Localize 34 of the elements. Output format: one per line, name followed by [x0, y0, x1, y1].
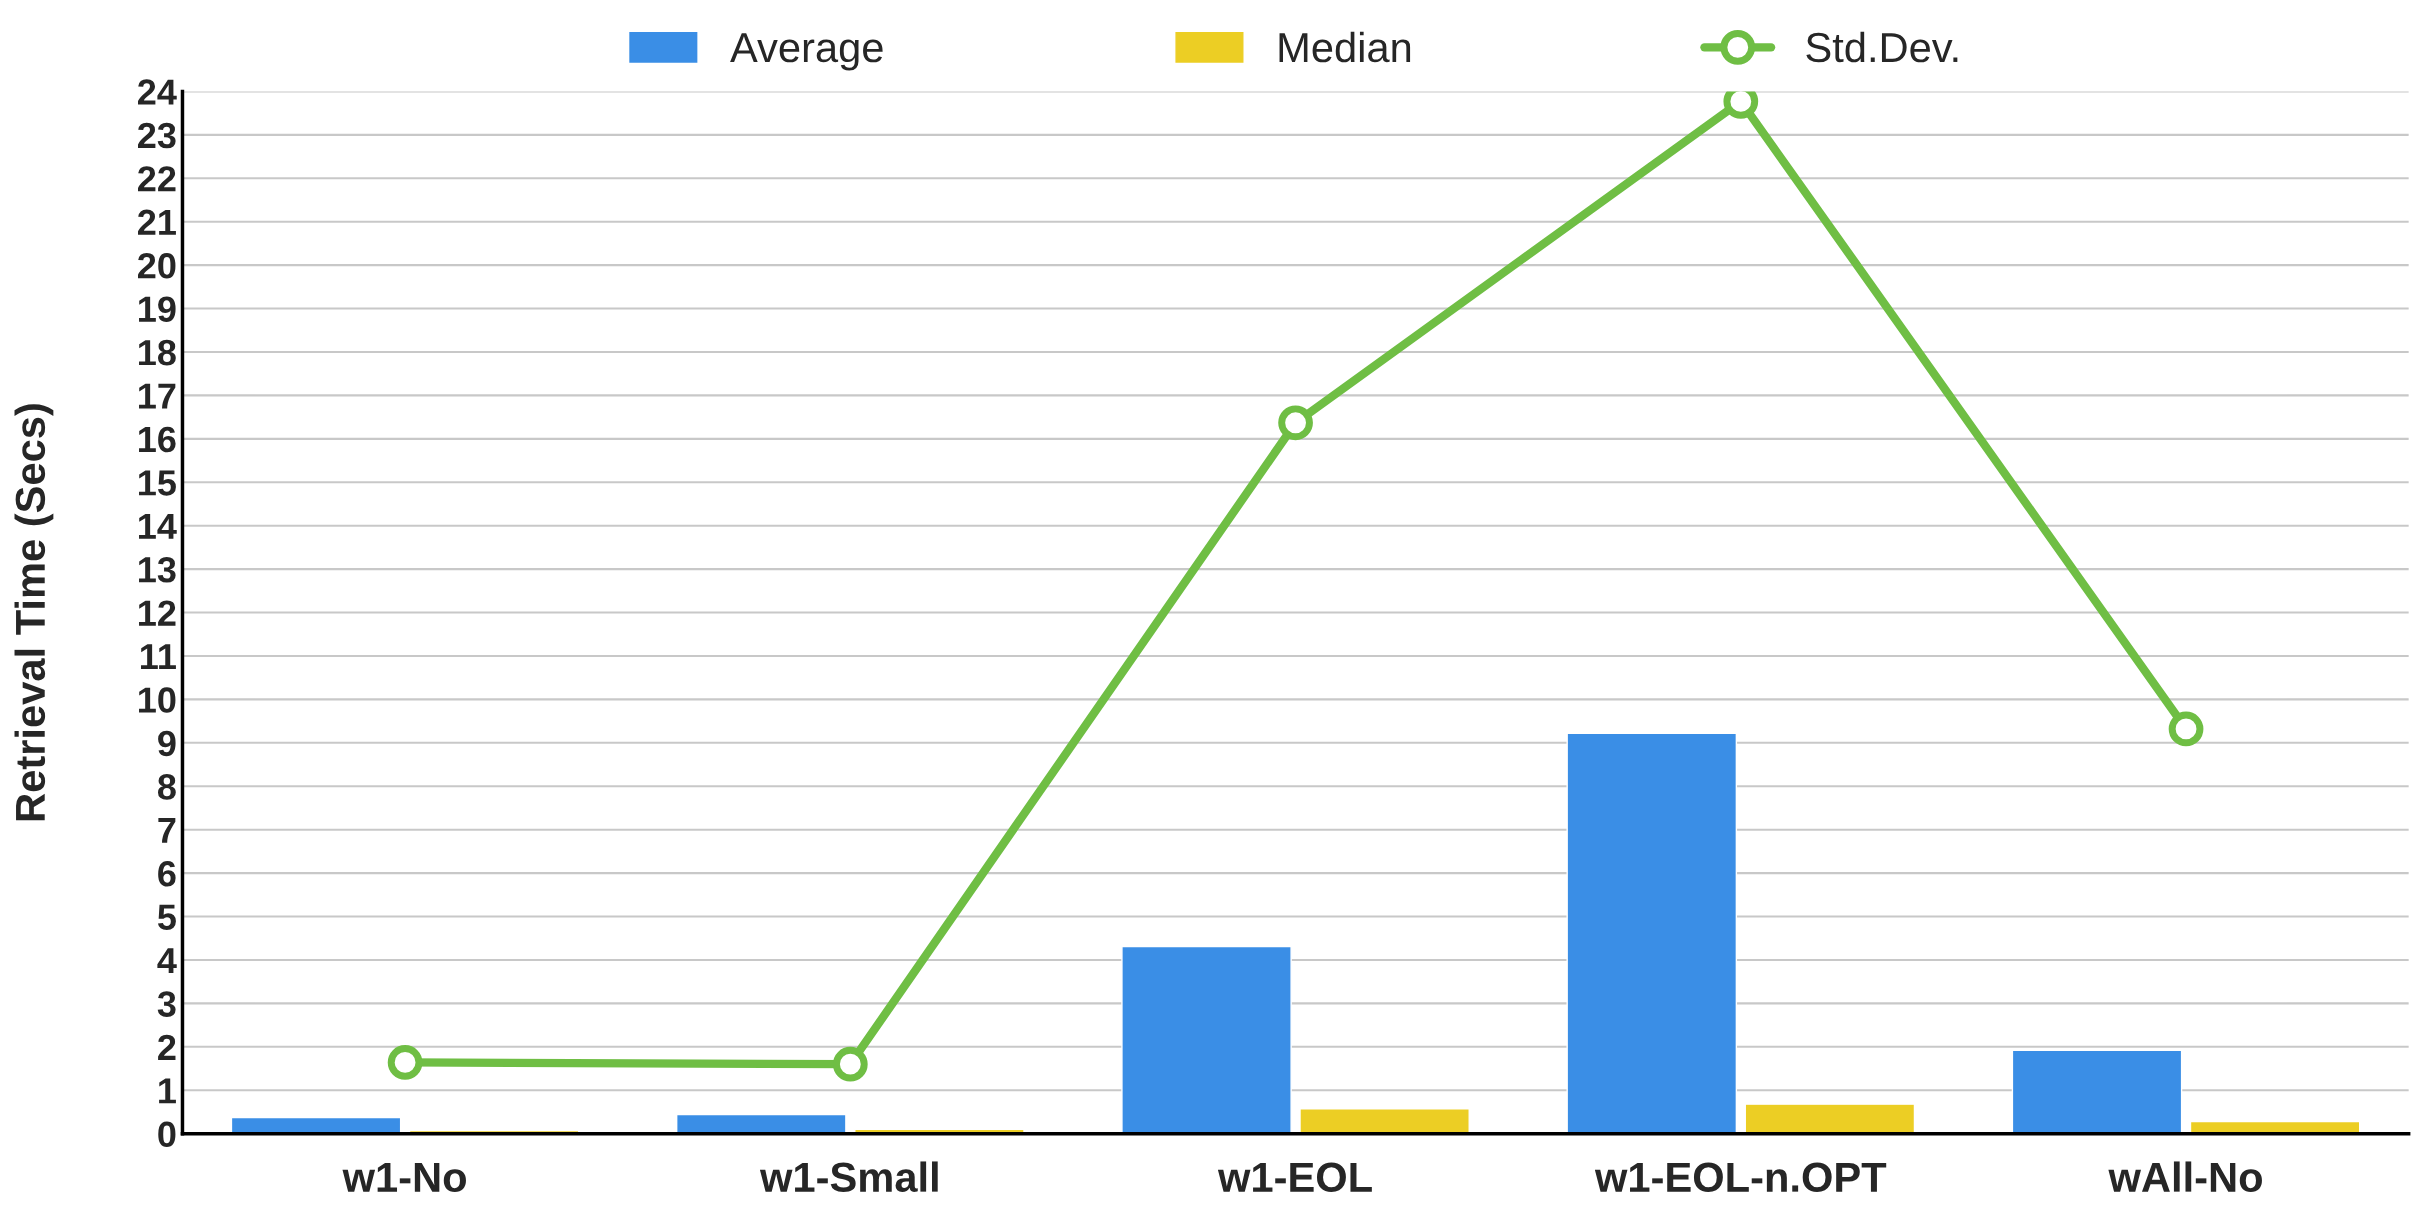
y-tick-label: 10 [139, 687, 176, 713]
y-tick-label: 17 [139, 383, 176, 409]
y-tick-label: 19 [139, 296, 176, 322]
x-tick-label: w1-Small [759, 1161, 938, 1193]
y-tick-label: 12 [139, 600, 176, 626]
x-tick-label: w1-No [342, 1162, 466, 1193]
y-tick-label: 24 [138, 79, 177, 105]
y-tick-label: 20 [138, 253, 176, 279]
x-tick-label: w1-EOL-n.OPT [1594, 1162, 1887, 1193]
y-tick-label: 14 [139, 513, 177, 539]
y-tick-label: 16 [139, 426, 176, 453]
y-tick-label: 0 [158, 1121, 176, 1148]
y-axis-title: Retrieval Time (Secs) [14, 404, 54, 821]
y-tick-label: 3 [157, 991, 176, 1017]
y-tick-label: 13 [139, 556, 176, 583]
y-tick-label: 7 [158, 817, 176, 843]
y-tick-label: 6 [158, 860, 176, 887]
y-tick-label: 23 [138, 122, 176, 149]
legend-label: Average [730, 33, 883, 71]
legend-label: Median [1279, 31, 1411, 63]
y-tick-label: 4 [157, 948, 177, 974]
y-tick-label: 9 [158, 730, 176, 757]
y-tick-label: 5 [157, 904, 176, 930]
y-tick-label: 2 [158, 1034, 176, 1060]
y-tick-label: 21 [138, 209, 176, 235]
y-tick-label: 22 [138, 166, 176, 192]
y-tick-label: 15 [139, 470, 176, 496]
legend-label: Std.Dev. [1806, 31, 1958, 63]
y-tick-label: 18 [139, 339, 176, 366]
y-tick-label: 1 [159, 1078, 176, 1104]
y-tick-label: 8 [157, 774, 176, 800]
y-tick-label: 11 [141, 644, 176, 670]
x-tick-label: wAll-No [2108, 1161, 2262, 1193]
x-tick-label: w1-EOL [1217, 1162, 1372, 1193]
